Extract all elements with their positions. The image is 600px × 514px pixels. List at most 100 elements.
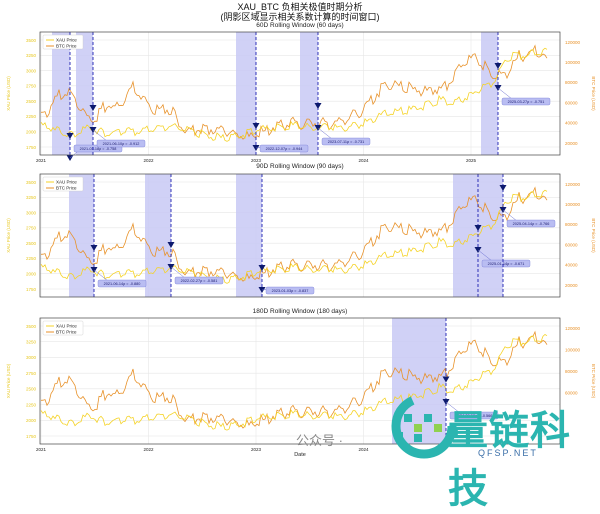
extreme-marker-icon: [167, 242, 175, 248]
y-tick-left: 3500: [26, 38, 37, 43]
y-tick-left: 2750: [26, 84, 37, 89]
svg-text:XAU Price: XAU Price: [56, 38, 77, 43]
y-tick-left: 2500: [26, 387, 37, 392]
x-tick: 2023: [251, 447, 262, 452]
brand-url: QFSP.NET: [478, 448, 538, 458]
correlation-annotation: 2023-01-03ρ = -0.837: [272, 289, 309, 293]
wechat-watermark: 公众号 ·: [296, 433, 343, 448]
correlation-annotation: 2021-06-14ρ = -0.880: [104, 282, 141, 286]
extreme-marker-icon: [89, 105, 97, 111]
y-tick-right: 120000: [565, 40, 581, 45]
y-tick-left: 2750: [26, 226, 37, 231]
extreme-marker-icon: [474, 225, 482, 231]
y-tick-right: 60000: [565, 100, 578, 105]
extreme-marker-icon: [442, 399, 450, 406]
y-tick-right: 60000: [565, 242, 578, 247]
correlation-annotation: 2025-03-27ρ = -0.751: [508, 100, 545, 104]
y-tick-left: 1750: [26, 287, 37, 292]
correlation-annotation: 2021-06-10ρ = -0.912: [103, 142, 140, 146]
panel-60d-plot: 3500 3250 3000 2750 2500 2250 2000 1750 120000 10…: [6, 31, 596, 163]
y-axis-label-right: BTC Price (USD): [591, 364, 596, 399]
y-tick-left: 3500: [26, 180, 37, 185]
extreme-marker-icon: [499, 185, 507, 191]
chart-title-line2: (阴影区域显示相关系数计算的时间窗口): [220, 12, 380, 22]
extreme-marker-icon: [66, 133, 74, 139]
y-tick-left: 3250: [26, 195, 37, 200]
panel-180d-title: 180D Rolling Window (180 days): [252, 308, 348, 315]
svg-text:XAU Price: XAU Price: [56, 324, 77, 329]
y-axis-label-right: BTC Price (USD): [591, 218, 596, 253]
svg-text:BTC Price: BTC Price: [56, 186, 77, 191]
y-tick-right: 40000: [565, 121, 578, 126]
correlation-window-shade: [300, 32, 318, 155]
y-tick-left: 3000: [26, 210, 37, 215]
x-tick: 2021: [36, 447, 47, 452]
correlation-window-shade: [236, 32, 256, 155]
xau-price-line: [40, 47, 548, 142]
panel-180d-plot: 3500 3250 3000 2750 2500 2250 2000 1750 120000 10…: [6, 317, 596, 452]
extreme-marker-icon: [494, 63, 502, 69]
y-axis-label-left: XAU Price (USD): [6, 76, 11, 111]
extreme-marker-icon: [252, 145, 260, 151]
y-tick-left: 1750: [26, 145, 37, 150]
y-tick-right: 100000: [565, 60, 581, 65]
y-tick-left: 3000: [26, 355, 37, 360]
y-tick-right: 100000: [565, 347, 581, 352]
y-tick-right: 20000: [565, 141, 578, 146]
btc-price-line: [40, 330, 548, 429]
x-tick: 2021: [36, 158, 47, 163]
chart-title-line1: XAU_BTC 负相关极值时期分析: [237, 2, 363, 12]
svg-text:BTC Price: BTC Price: [56, 44, 77, 49]
y-tick-right: 80000: [565, 369, 578, 374]
correlation-annotation: 2023-07-11ρ = -0.731: [328, 140, 364, 144]
correlation-window-shade: [145, 174, 171, 297]
correlation-window-shade: [453, 174, 478, 297]
correlation-annotation: 2022-12-07ρ = -0.944: [266, 147, 303, 151]
btc-price-line: [40, 44, 548, 140]
y-tick-left: 2000: [26, 130, 37, 135]
y-tick-left: 3250: [26, 53, 37, 58]
y-axis-label-right: BTC Price (USD): [591, 76, 596, 111]
y-tick-right: 20000: [565, 283, 578, 288]
xau-price-line: [40, 334, 548, 431]
extreme-marker-icon: [258, 265, 266, 271]
correlation-annotation: 2022-02-27ρ = -0.581: [181, 279, 218, 283]
y-tick-left: 2500: [26, 241, 37, 246]
y-tick-right: 80000: [565, 222, 578, 227]
y-tick-left: 3500: [26, 324, 37, 329]
panel-60d-title: 60D Rolling Window (60 days): [256, 22, 344, 29]
correlation-window-shade: [236, 174, 262, 297]
correlation-window-shade: [76, 32, 93, 155]
correlation-annotation: 2024-09-19ρ = -0.566: [456, 414, 493, 418]
extreme-marker-icon: [314, 103, 322, 109]
xau-price-line: [40, 189, 548, 284]
correlation-window-shade: [478, 174, 503, 297]
y-tick-right: 80000: [565, 80, 578, 85]
svg-text:XAU Price: XAU Price: [56, 180, 77, 185]
y-tick-left: 2500: [26, 99, 37, 104]
extreme-marker-icon: [90, 245, 98, 251]
y-tick-right: 40000: [565, 263, 578, 268]
x-tick: 2023: [251, 158, 262, 163]
y-tick-left: 2000: [26, 272, 37, 277]
svg-text:BTC Price: BTC Price: [56, 330, 77, 335]
y-tick-left: 2250: [26, 256, 37, 261]
y-tick-left: 2250: [26, 114, 37, 119]
x-tick: 2025: [466, 158, 477, 163]
y-axis-label-left: XAU Price (USD): [6, 363, 11, 398]
y-tick-right: 60000: [565, 390, 578, 395]
y-tick-left: 1750: [26, 434, 37, 439]
correlation-annotation: 2025-04-14ρ = -0.766: [513, 222, 550, 226]
y-tick-right: 120000: [565, 182, 581, 187]
y-tick-right: 120000: [565, 326, 581, 331]
correlation-window-shade: [481, 32, 498, 155]
correlation-annotation: 2021-03-18ρ = -0.758: [80, 147, 117, 151]
x-tick: 2024: [358, 158, 369, 163]
y-tick-right: 100000: [565, 202, 581, 207]
y-axis-label-left: XAU Price (USD): [6, 218, 11, 253]
correlation-window-shade: [69, 174, 94, 297]
panel-90d-plot: 3500 3250 3000 2750 2500 2250 2000 1750 120000 10…: [6, 173, 596, 298]
extreme-marker-icon: [442, 376, 450, 383]
panel-90d-title: 90D Rolling Window (90 days): [256, 163, 344, 170]
